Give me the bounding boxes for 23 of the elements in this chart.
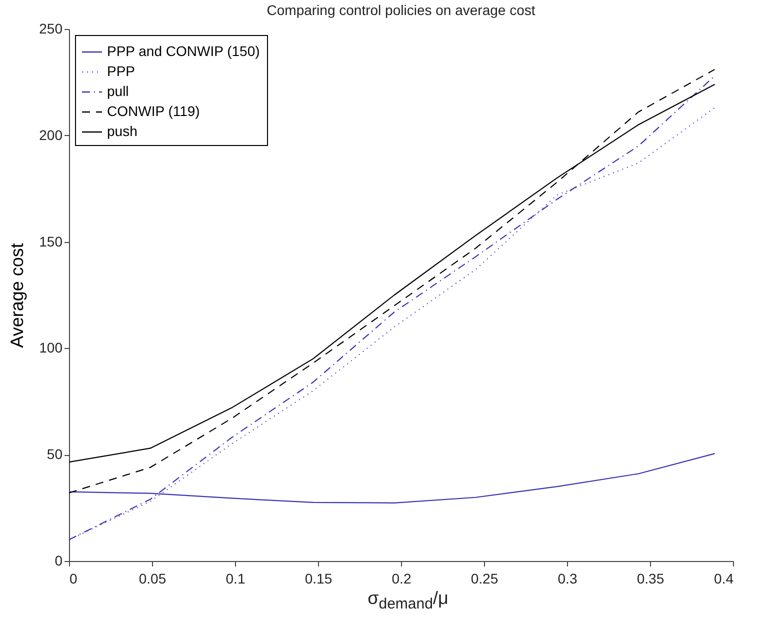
y-tick-label: 200 [39,126,63,143]
legend-label: pull [107,83,129,99]
x-tick-label: 0.2 [392,570,412,586]
y-tick-label: 100 [39,340,63,356]
legend-label: PPP [107,63,136,79]
x-tick-label: 0.3 [558,570,578,586]
chart-title: Comparing control policies on average cost [266,2,536,18]
x-tick-label: 0.35 [636,570,664,586]
y-tick-label: 150 [39,233,63,250]
legend-label: push [107,123,138,139]
y-tick-label: 0 [54,552,63,568]
x-axis-title: σ$_{demand}$/μ [366,588,450,613]
y-axis-title: Average cost [7,243,28,348]
x-tick-label: 0 [70,570,78,586]
y-tick-label: 250 [39,20,63,36]
y-tick-label: 50 [46,446,63,462]
x-tick-label: 0.25 [470,570,498,586]
x-tick-label: 0.4 [714,570,734,586]
x-tick-label: 0.15 [304,570,332,586]
legend-label: CONWIP (119) [107,103,200,119]
x-tick-label: 0.05 [138,570,166,586]
x-tick-label: 0.1 [226,570,246,586]
legend-label: PPP and CONWIP (150) [107,43,260,59]
